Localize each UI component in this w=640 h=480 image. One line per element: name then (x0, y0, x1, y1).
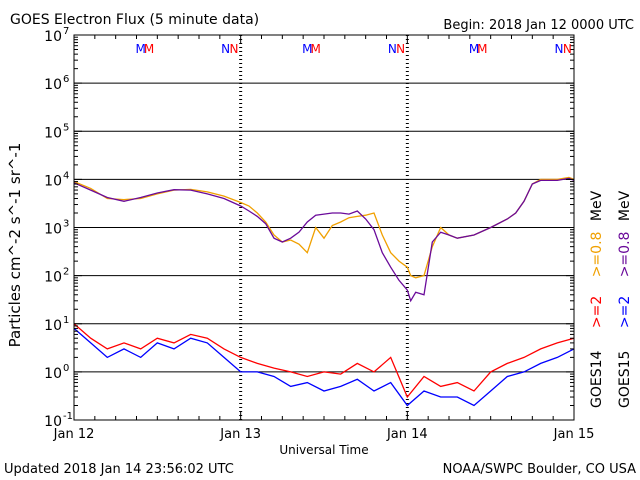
legend-goes14: GOES14 (589, 350, 605, 408)
local-time-marker: M (469, 42, 479, 56)
y-tick-label: 10 (44, 125, 62, 141)
legend-g14-high: >=0.8 (589, 232, 605, 278)
y-tick-exponent: 5 (63, 122, 69, 133)
svg-text:GOES14 >=2 >=0.8: GOES14 >=2 >=0.8 MeV (589, 190, 605, 408)
local-time-marker: N (221, 42, 230, 56)
local-time-marker: M (144, 42, 154, 56)
y-tick-exponent: 7 (63, 26, 69, 37)
local-time-marker: N (555, 42, 564, 56)
legend-unit-1: MeV (589, 190, 605, 221)
y-tick-exponent: -1 (63, 411, 73, 422)
begin-time: Begin: 2018 Jan 12 0000 UTC (443, 18, 634, 33)
y-tick-exponent: 0 (63, 363, 69, 374)
local-time-marker: N (563, 42, 572, 56)
x-tick-label: Jan 15 (553, 427, 595, 442)
local-time-marker: N (388, 42, 397, 56)
series-line (73, 327, 575, 407)
local-time-marker: M (477, 42, 487, 56)
local-time-marker: N (230, 42, 239, 56)
y-tick-label: 10 (44, 318, 62, 334)
y-tick-exponent: 3 (63, 219, 69, 230)
y-tick-exponent: 1 (63, 315, 69, 326)
legend-g15-high: >=0.8 (617, 232, 633, 278)
y-tick-label: 10 (44, 270, 62, 286)
y-tick-label: 10 (44, 29, 62, 45)
series-line (73, 177, 575, 303)
legend-g14-low: >=2 (589, 296, 605, 328)
local-time-marker: M (135, 42, 145, 56)
legend-goes15: GOES15 (617, 351, 633, 408)
y-axis-label: Particles cm^-2 s^-1 sr^-1 (6, 143, 24, 348)
y-tick-label: 10 (44, 173, 62, 189)
x-axis-label: Universal Time (279, 443, 368, 457)
y-tick-exponent: 6 (63, 74, 69, 85)
series-line (73, 323, 575, 399)
legend: GOES14 >=2 >=0.8 MeV GOES15 >=2 >=0.8 Me… (589, 190, 633, 408)
y-tick-exponent: 4 (63, 170, 69, 181)
chart-title: GOES Electron Flux (5 minute data) (10, 12, 259, 28)
x-tick-label: Jan 14 (386, 427, 428, 442)
updated-time: Updated 2018 Jan 14 23:56:02 UTC (4, 462, 234, 477)
local-time-marker: N (396, 42, 405, 56)
x-tick-label: Jan 13 (219, 427, 261, 442)
y-tick-label: 10 (44, 77, 62, 93)
y-tick-exponent: 2 (63, 267, 69, 278)
legend-unit-2: MeV (617, 190, 633, 221)
svg-text:GOES15 >=2 >=0.8: GOES15 >=2 >=0.8 MeV (617, 190, 633, 408)
legend-g15-low: >=2 (617, 296, 633, 328)
local-time-marker: M (310, 42, 320, 56)
y-tick-label: 10 (44, 366, 62, 382)
data-source: NOAA/SWPC Boulder, CO USA (443, 462, 636, 477)
y-tick-label: 10 (44, 222, 62, 238)
y-tick-label: 10 (44, 414, 62, 430)
local-time-marker: M (302, 42, 312, 56)
x-tick-label: Jan 12 (53, 427, 95, 442)
